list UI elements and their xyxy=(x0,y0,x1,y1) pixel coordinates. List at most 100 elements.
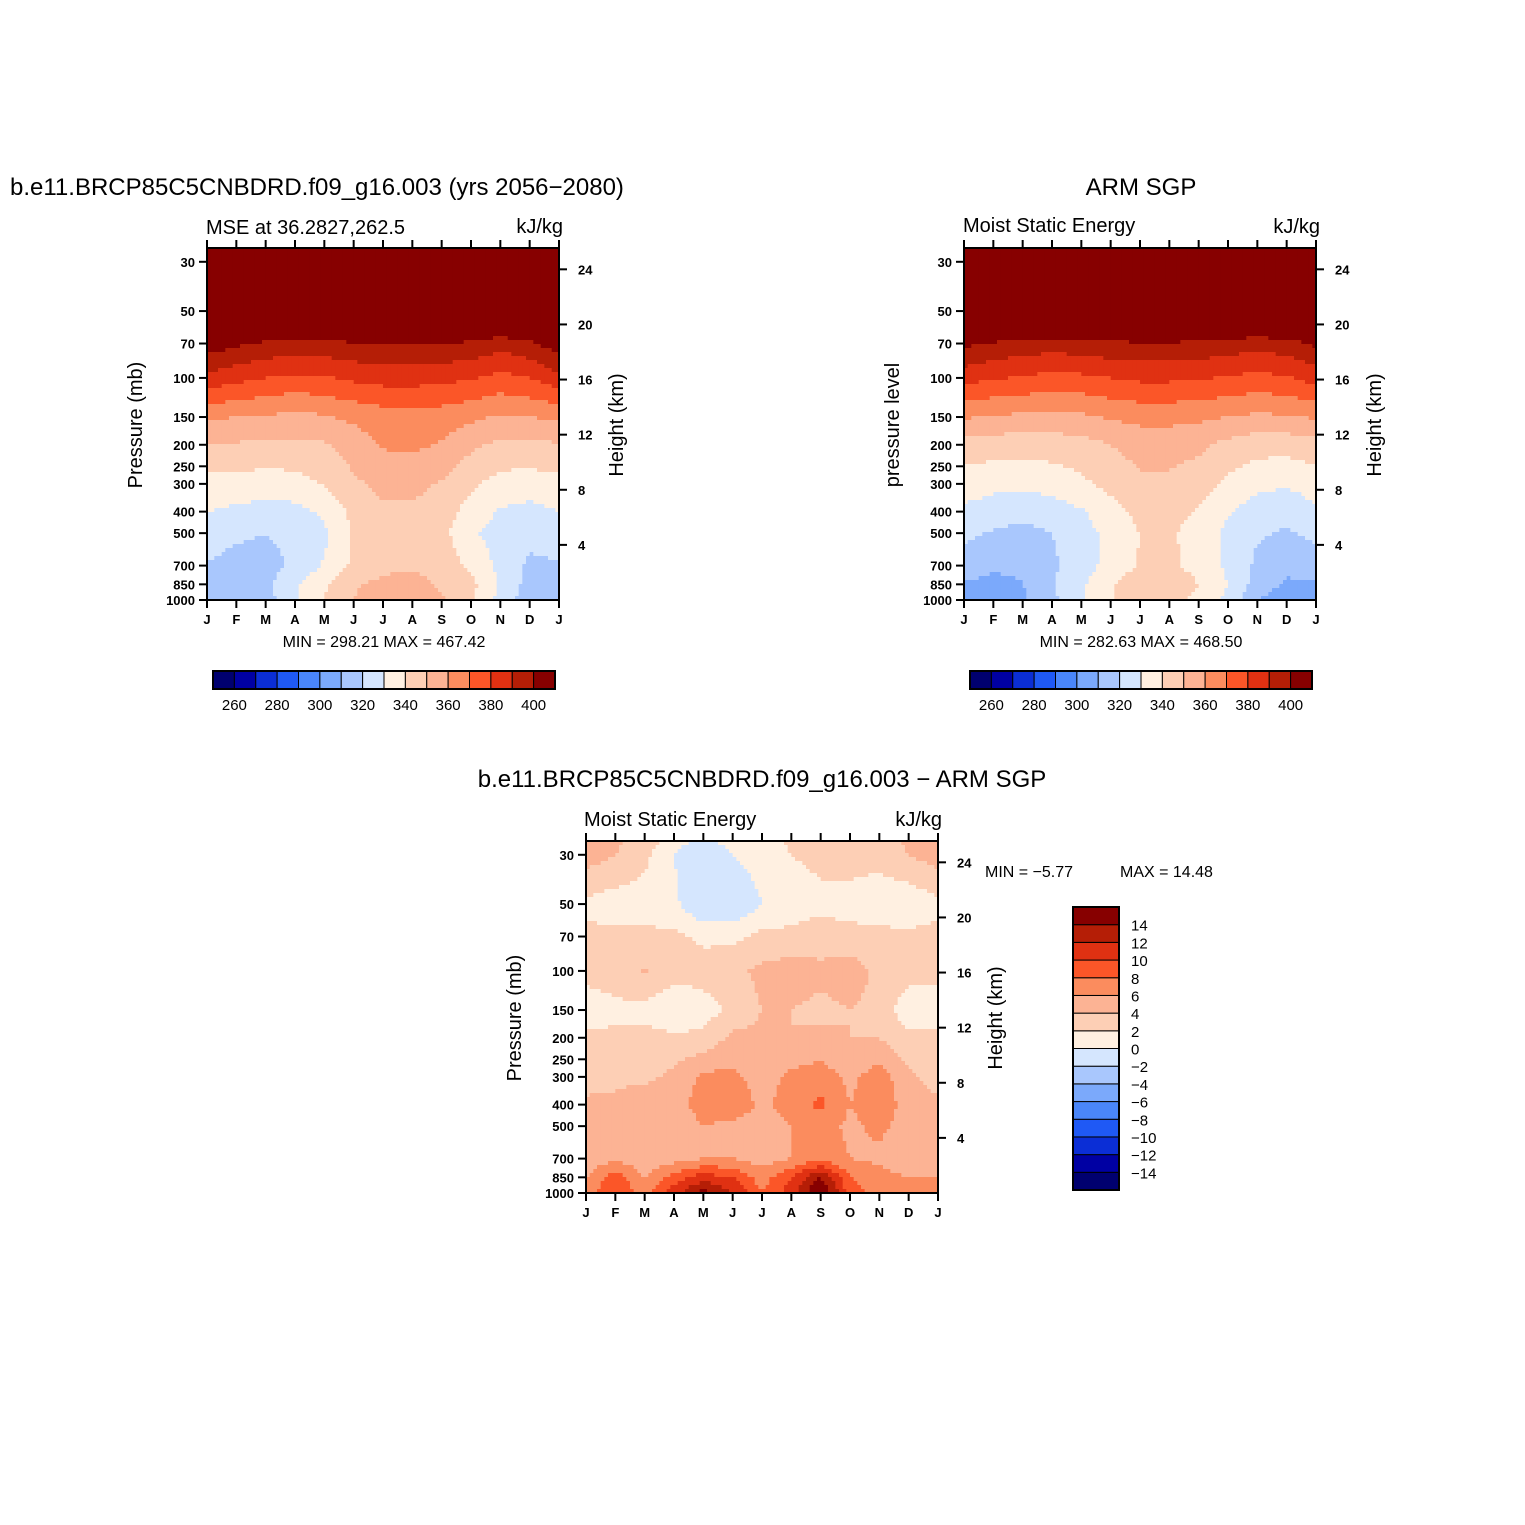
contour-cell xyxy=(463,296,468,301)
contour-cell xyxy=(423,452,428,457)
contour-cell xyxy=(533,372,538,377)
contour-cell xyxy=(232,260,237,265)
contour-cell xyxy=(526,384,531,389)
contour-cell xyxy=(401,288,406,293)
contour-cell xyxy=(302,428,307,433)
contour-cell xyxy=(379,296,384,301)
contour-cell xyxy=(405,420,410,425)
contour-cell xyxy=(467,328,472,333)
contour-cell xyxy=(240,416,245,421)
contour-cell xyxy=(342,304,347,309)
contour-cell xyxy=(471,352,476,357)
contour-cell xyxy=(372,444,377,449)
contour-cell xyxy=(452,340,457,345)
contour-cell xyxy=(320,420,325,425)
contour-cell xyxy=(463,436,468,441)
contour-cell xyxy=(449,304,454,309)
contour-cell xyxy=(485,260,490,265)
contour-cell xyxy=(471,300,476,305)
contour-cell xyxy=(493,416,498,421)
contour-cell xyxy=(522,252,527,257)
contour-cell xyxy=(533,276,538,281)
contour-cell xyxy=(375,336,380,341)
contour-cell xyxy=(423,368,428,373)
contour-cell xyxy=(225,328,230,333)
contour-cell xyxy=(254,364,259,369)
contour-cell xyxy=(537,288,542,293)
contour-cell xyxy=(529,340,534,345)
contour-cell xyxy=(482,252,487,257)
contour-cell xyxy=(262,428,267,433)
contour-cell xyxy=(496,264,501,269)
contour-cell xyxy=(372,280,377,285)
contour-cell xyxy=(262,420,267,425)
contour-cell xyxy=(218,284,223,289)
contour-cell xyxy=(526,408,531,413)
contour-cell xyxy=(236,400,241,405)
contour-cell xyxy=(229,280,234,285)
contour-cell xyxy=(207,404,212,409)
contour-cell xyxy=(408,288,413,293)
contour-cell xyxy=(254,308,259,313)
contour-cell xyxy=(379,304,384,309)
contour-cell xyxy=(214,392,219,397)
contour-cell xyxy=(397,300,402,305)
contour-cell xyxy=(273,408,278,413)
contour-cell xyxy=(251,396,256,401)
contour-cell xyxy=(207,256,212,261)
contour-cell xyxy=(309,420,314,425)
contour-cell xyxy=(269,368,274,373)
contour-cell xyxy=(313,428,318,433)
contour-cell xyxy=(383,324,388,329)
contour-cell xyxy=(529,396,534,401)
contour-cell xyxy=(225,356,230,361)
contour-cell xyxy=(383,432,388,437)
contour-cell xyxy=(485,356,490,361)
contour-cell xyxy=(372,356,377,361)
contour-cell xyxy=(474,412,479,417)
contour-cell xyxy=(500,360,505,365)
contour-cell xyxy=(372,296,377,301)
contour-cell xyxy=(511,396,516,401)
contour-cell xyxy=(434,400,439,405)
contour-cell xyxy=(441,380,446,385)
contour-cell xyxy=(324,260,329,265)
contour-cell xyxy=(452,248,457,253)
contour-cell xyxy=(269,272,274,277)
contour-cell xyxy=(383,444,388,449)
contour-cell xyxy=(218,332,223,337)
contour-cell xyxy=(423,408,428,413)
contour-cell xyxy=(350,248,355,253)
contour-cell xyxy=(493,272,498,277)
contour-cell xyxy=(328,320,333,325)
contour-cell xyxy=(295,452,300,457)
contour-cell xyxy=(368,260,373,265)
contour-cell xyxy=(214,352,219,357)
contour-cell xyxy=(276,380,281,385)
contour-cell xyxy=(423,252,428,257)
contour-cell xyxy=(324,328,329,333)
contour-cell xyxy=(496,248,501,253)
contour-cell xyxy=(291,420,296,425)
contour-cell xyxy=(500,312,505,317)
contour-cell xyxy=(540,428,545,433)
contour-cell xyxy=(280,452,285,457)
contour-cell xyxy=(306,312,311,317)
contour-cell xyxy=(478,440,483,445)
contour-cell xyxy=(232,256,237,261)
contour-cell xyxy=(357,380,362,385)
contour-cell xyxy=(364,316,369,321)
contour-cell xyxy=(335,248,340,253)
contour-cell xyxy=(353,452,358,457)
contour-cell xyxy=(232,372,237,377)
contour-cell xyxy=(346,316,351,321)
contour-cell xyxy=(397,352,402,357)
contour-cell xyxy=(350,356,355,361)
contour-cell xyxy=(390,428,395,433)
contour-cell xyxy=(504,452,509,457)
contour-cell xyxy=(269,356,274,361)
contour-cell xyxy=(544,392,549,397)
contour-cell xyxy=(445,252,450,257)
contour-cell xyxy=(350,360,355,365)
contour-cell xyxy=(493,292,498,297)
